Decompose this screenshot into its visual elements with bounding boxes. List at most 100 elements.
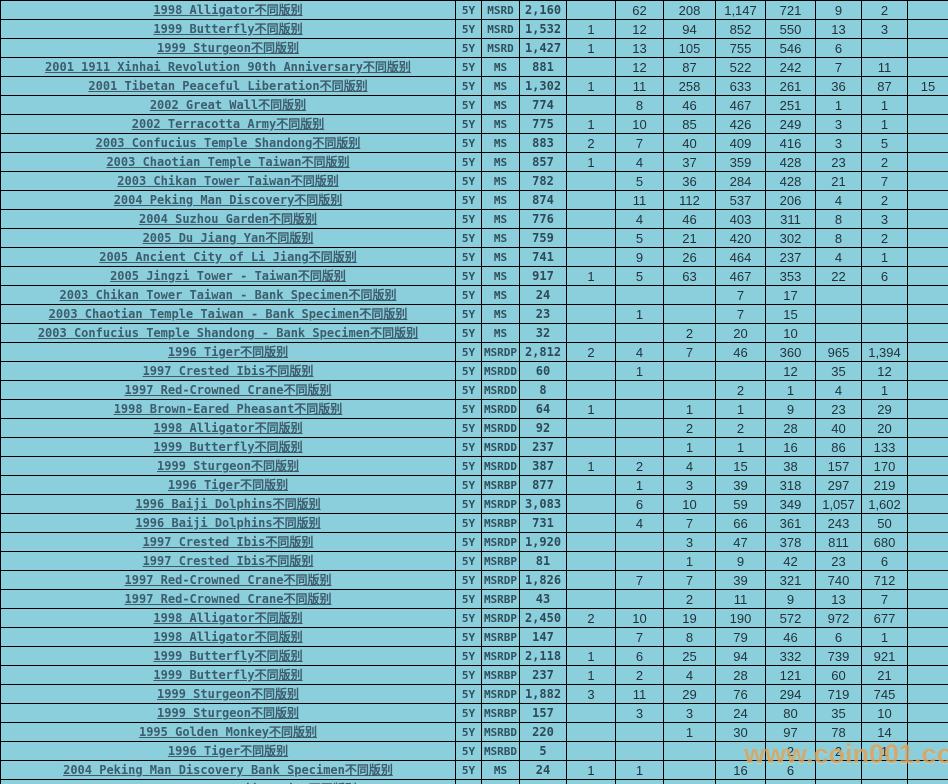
- grade-cell: MS: [481, 76, 520, 96]
- coin-name-link[interactable]: 1997 Red-Crowned Crane不同版别: [124, 573, 332, 587]
- coin-name-link[interactable]: 2005 Jingzi Tower - Taiwan不同版别: [110, 269, 346, 283]
- coin-name-link[interactable]: 1995 Golden Monkey不同版别: [138, 725, 318, 739]
- period-cell: 5Y: [455, 608, 482, 628]
- coin-name-link[interactable]: 2001 1911 Xinhai Revolution 90th Anniver…: [45, 60, 411, 74]
- coin-name-link[interactable]: 1999 Sturgeon不同版别: [157, 706, 299, 720]
- grade-count-cell: 9: [765, 399, 816, 419]
- coin-name-link[interactable]: 2004 Suzhou Garden不同版别: [138, 212, 318, 226]
- coin-name-link[interactable]: 1998 Alligator不同版别: [153, 630, 303, 644]
- period-cell: 5Y: [455, 304, 482, 324]
- grade-count-cell: 94: [715, 646, 766, 666]
- grade-count-cell: [566, 190, 616, 210]
- coin-name-link[interactable]: 1999 Sturgeon不同版别: [157, 459, 299, 473]
- coin-name-link[interactable]: 1999 Butterfly不同版别: [153, 668, 303, 682]
- coin-name-link[interactable]: 1996 Tiger不同版别: [167, 345, 289, 359]
- grade-count-cell: 6: [765, 760, 816, 780]
- grade-count-cell: 4: [615, 152, 664, 172]
- grade-count-cell: 3: [861, 19, 908, 39]
- table-row: 2001 Tibetan Peaceful Liberation不同版别 5Y MS…: [0, 76, 948, 96]
- coin-name-link[interactable]: 1997 Crested Ibis不同版别: [142, 364, 314, 378]
- coin-name-link[interactable]: 2005 Du Jiang Yan不同版别: [142, 231, 314, 245]
- grade-count-cell: 755: [715, 38, 766, 58]
- period-cell: 5Y: [455, 266, 482, 286]
- coin-name-link[interactable]: 1998 Alligator不同版别: [153, 421, 303, 435]
- grade-count-cell: 1: [815, 95, 862, 115]
- coin-name-link[interactable]: 1996 Tiger不同版别: [167, 744, 289, 758]
- period-cell: 5Y: [455, 589, 482, 609]
- coin-name-cell: 1999 Butterfly不同版别: [0, 437, 456, 457]
- coin-name-link[interactable]: 2001 Tibetan Peaceful Liberation不同版别: [88, 79, 368, 93]
- table-row: 2002 Great Wall不同版别 5Y MS 774 8 46 467 251 1 1: [0, 95, 948, 115]
- coin-name-link[interactable]: 1997 Crested Ibis不同版别: [142, 535, 314, 549]
- coin-name-link[interactable]: 2003 Confucius Temple Shandong - Bank Sp…: [37, 326, 419, 340]
- grade-count-cell: [907, 779, 948, 784]
- coin-name-link[interactable]: 2016 Sun Yat-Sen Nanjing Mint不同版别: [99, 782, 357, 784]
- total-count-cell: 8: [519, 380, 567, 400]
- coin-name-link[interactable]: 1999 Sturgeon不同版别: [157, 687, 299, 701]
- grade-count-cell: 8: [815, 209, 862, 229]
- period-cell: 5Y: [455, 741, 482, 761]
- grade-count-cell: 3: [615, 703, 664, 723]
- coin-name-link[interactable]: 2003 Confucius Temple Shandong不同版别: [95, 136, 361, 150]
- total-count-cell: 775: [519, 114, 567, 134]
- grade-count-cell: 426: [715, 114, 766, 134]
- period-cell: 5Y: [455, 760, 482, 780]
- coin-name-link[interactable]: 1999 Sturgeon不同版别: [157, 41, 299, 55]
- grade-count-cell: [907, 456, 948, 476]
- grade-count-cell: [566, 57, 616, 77]
- grade-count-cell: 66: [715, 513, 766, 533]
- coin-name-cell: 1997 Red-Crowned Crane不同版别: [0, 570, 456, 590]
- coin-name-link[interactable]: 1996 Tiger不同版别: [167, 478, 289, 492]
- total-count-cell: 387: [519, 456, 567, 476]
- grade-count-cell: 23: [815, 551, 862, 571]
- coin-name-link[interactable]: 1997 Red-Crowned Crane不同版别: [124, 592, 332, 606]
- grade-count-cell: 243: [815, 513, 862, 533]
- grade-count-cell: [907, 551, 948, 571]
- coin-name-cell: 1997 Red-Crowned Crane不同版别: [0, 380, 456, 400]
- coin-name-link[interactable]: 2003 Chikan Tower Taiwan - Bank Specimen…: [59, 288, 397, 302]
- coin-name-link[interactable]: 2002 Great Wall不同版别: [149, 98, 307, 112]
- grade-count-cell: [566, 722, 616, 742]
- grade-count-cell: 112: [663, 190, 716, 210]
- grade-count-cell: 133: [861, 437, 908, 457]
- coin-name-link[interactable]: 2002 Terracotta Army不同版别: [131, 117, 325, 131]
- grade-count-cell: 46: [663, 209, 716, 229]
- grade-count-cell: [615, 380, 664, 400]
- coin-name-link[interactable]: 1999 Butterfly不同版别: [153, 440, 303, 454]
- grade-count-cell: 36: [663, 171, 716, 191]
- coin-name-link[interactable]: 1999 Butterfly不同版别: [153, 22, 303, 36]
- grade-count-cell: 321: [765, 570, 816, 590]
- coin-name-link[interactable]: 2003 Chaotian Temple Taiwan不同版别: [106, 155, 350, 169]
- coin-name-cell: 2003 Chikan Tower Taiwan - Bank Specimen…: [0, 285, 456, 305]
- coin-name-link[interactable]: 1999 Butterfly不同版别: [153, 649, 303, 663]
- coin-name-link[interactable]: 2004 Peking Man Discovery不同版别: [113, 193, 343, 207]
- grade-count-cell: 30: [715, 722, 766, 742]
- coin-name-link[interactable]: 1996 Baiji Dolphins不同版别: [135, 497, 321, 511]
- coin-name-link[interactable]: 2003 Chaotian Temple Taiwan - Bank Speci…: [48, 307, 408, 321]
- coin-name-link[interactable]: 1997 Red-Crowned Crane不同版别: [124, 383, 332, 397]
- grade-count-cell: 94: [663, 19, 716, 39]
- grade-count-cell: 78: [815, 722, 862, 742]
- grade-cell: MS: [481, 285, 520, 305]
- coin-name-link[interactable]: 1998 Alligator不同版别: [153, 611, 303, 625]
- grade-cell: MS: [481, 323, 520, 343]
- grade-count-cell: 8: [815, 228, 862, 248]
- grade-count-cell: 360: [765, 342, 816, 362]
- coin-name-link[interactable]: 1998 Alligator不同版别: [153, 3, 303, 17]
- grade-cell: MSRBP: [481, 665, 520, 685]
- grade-count-cell: 361: [765, 513, 816, 533]
- total-count-cell: 883: [519, 133, 567, 153]
- period-cell: 5Y: [455, 152, 482, 172]
- coin-name-link[interactable]: 1998 Brown-Eared Pheasant不同版别: [113, 402, 343, 416]
- table-row: 2005 Du Jiang Yan不同版别 5Y MS 759 5 21 420 302 8 2: [0, 228, 948, 248]
- coin-name-link[interactable]: 1996 Baiji Dolphins不同版别: [135, 516, 321, 530]
- grade-count-cell: 16: [715, 760, 766, 780]
- table-row: 1996 Tiger不同版别 5Y MSRBD 5 2 2 1: [0, 741, 948, 761]
- coin-name-link[interactable]: 2003 Chikan Tower Taiwan不同版别: [117, 174, 339, 188]
- grade-count-cell: 420: [715, 228, 766, 248]
- coin-name-link[interactable]: 1997 Crested Ibis不同版别: [142, 554, 314, 568]
- grade-cell: MSRBP: [481, 589, 520, 609]
- coin-name-link[interactable]: 2005 Ancient City of Li Jiang不同版别: [99, 250, 357, 264]
- coin-name-link[interactable]: 2004 Peking Man Discovery Bank Specimen不…: [63, 763, 393, 777]
- grade-count-cell: [907, 399, 948, 419]
